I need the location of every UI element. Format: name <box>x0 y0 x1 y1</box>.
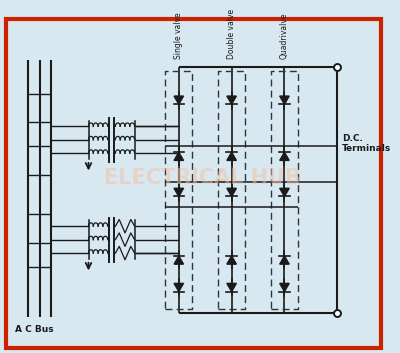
Text: Single valve: Single valve <box>174 12 183 59</box>
Text: Double valve: Double valve <box>227 9 236 59</box>
Polygon shape <box>227 96 236 104</box>
Polygon shape <box>280 152 289 160</box>
Polygon shape <box>174 152 184 160</box>
Polygon shape <box>174 256 184 264</box>
Polygon shape <box>227 283 236 292</box>
Text: Quadrivalve: Quadrivalve <box>280 13 289 59</box>
Polygon shape <box>174 188 184 197</box>
Polygon shape <box>174 96 184 104</box>
Polygon shape <box>227 152 236 160</box>
Polygon shape <box>174 283 184 292</box>
Text: D.C.
Terminals: D.C. Terminals <box>342 134 391 153</box>
Text: A C Bus: A C Bus <box>14 325 53 334</box>
Polygon shape <box>280 188 289 197</box>
Polygon shape <box>227 188 236 197</box>
Text: ELECTRICAL HUB: ELECTRICAL HUB <box>104 168 301 188</box>
Polygon shape <box>280 96 289 104</box>
Polygon shape <box>280 283 289 292</box>
Polygon shape <box>280 256 289 264</box>
Polygon shape <box>227 256 236 264</box>
